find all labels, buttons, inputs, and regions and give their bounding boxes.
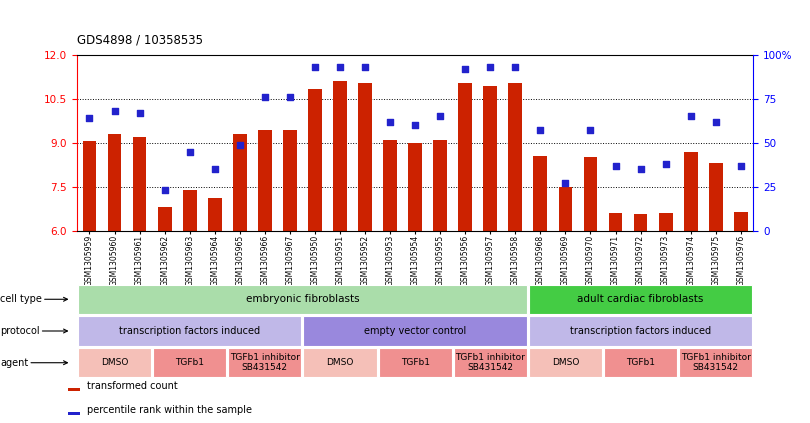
Bar [183,190,197,231]
Point [609,162,622,169]
Point [208,166,221,173]
Text: TGFb1: TGFb1 [626,358,655,367]
Bar [83,141,96,231]
Bar [454,348,526,377]
Bar [679,348,752,377]
Bar [529,348,602,377]
Text: transcription factors induced: transcription factors induced [570,326,711,336]
Point [108,108,121,115]
Bar [583,157,597,231]
Bar [78,348,151,377]
Bar [633,214,647,231]
Bar [484,86,497,231]
Bar [684,151,697,231]
Point [484,64,497,71]
Point [534,127,547,134]
Bar [158,207,172,231]
Bar [153,348,226,377]
Text: DMSO: DMSO [552,358,579,367]
Bar [433,140,447,231]
Bar [534,156,548,231]
Text: TGFb1: TGFb1 [401,358,429,367]
Point [384,118,397,125]
Point [433,113,446,120]
Bar [509,83,522,231]
Bar [559,187,573,231]
Point [408,122,421,129]
Text: GDS4898 / 10358535: GDS4898 / 10358535 [77,33,203,47]
Point [233,141,246,148]
Bar [608,213,622,231]
Bar [283,129,296,231]
Point [735,162,748,169]
Point [83,115,96,121]
Text: TGFb1: TGFb1 [175,358,204,367]
Point [284,94,296,101]
Text: TGFb1 inhibitor
SB431542: TGFb1 inhibitor SB431542 [455,353,525,372]
Text: DMSO: DMSO [100,358,128,367]
Point [359,64,372,71]
Point [659,160,672,167]
Point [684,113,697,120]
Point [334,64,347,71]
Bar [659,213,672,231]
Text: transcription factors induced: transcription factors induced [119,326,260,336]
Bar [68,412,80,415]
Bar [208,198,222,231]
Point [183,148,196,155]
Point [158,187,171,194]
Bar [709,163,723,231]
Point [509,64,522,71]
Point [559,180,572,187]
Text: TGFb1 inhibitor
SB431542: TGFb1 inhibitor SB431542 [680,353,751,372]
Point [634,166,647,173]
Point [133,110,146,116]
Point [309,64,322,71]
Bar [529,316,752,346]
Bar [78,316,301,346]
Bar [233,134,247,231]
Bar [258,129,271,231]
Bar [383,140,397,231]
Text: TGFb1 inhibitor
SB431542: TGFb1 inhibitor SB431542 [230,353,300,372]
Bar [734,212,748,231]
Point [258,94,271,101]
Text: embryonic fibroblasts: embryonic fibroblasts [245,294,359,304]
Bar [304,316,526,346]
Bar [333,81,347,231]
Bar [458,83,472,231]
Bar [604,348,677,377]
Bar [408,143,422,231]
Bar [529,285,752,314]
Text: cell type: cell type [0,294,67,304]
Bar [308,89,322,231]
Point [584,127,597,134]
Bar [358,83,372,231]
Bar [228,348,301,377]
Text: transformed count: transformed count [87,381,178,391]
Point [458,66,471,72]
Point [710,118,723,125]
Text: DMSO: DMSO [326,358,354,367]
Text: adult cardiac fibroblasts: adult cardiac fibroblasts [578,294,704,304]
Bar [78,285,527,314]
Bar [133,137,147,231]
Text: empty vector control: empty vector control [364,326,467,336]
Text: agent: agent [0,358,67,368]
Text: percentile rank within the sample: percentile rank within the sample [87,405,253,415]
Bar [68,388,80,391]
Bar [304,348,377,377]
Bar [108,134,122,231]
Bar [378,348,452,377]
Text: protocol: protocol [0,326,67,336]
